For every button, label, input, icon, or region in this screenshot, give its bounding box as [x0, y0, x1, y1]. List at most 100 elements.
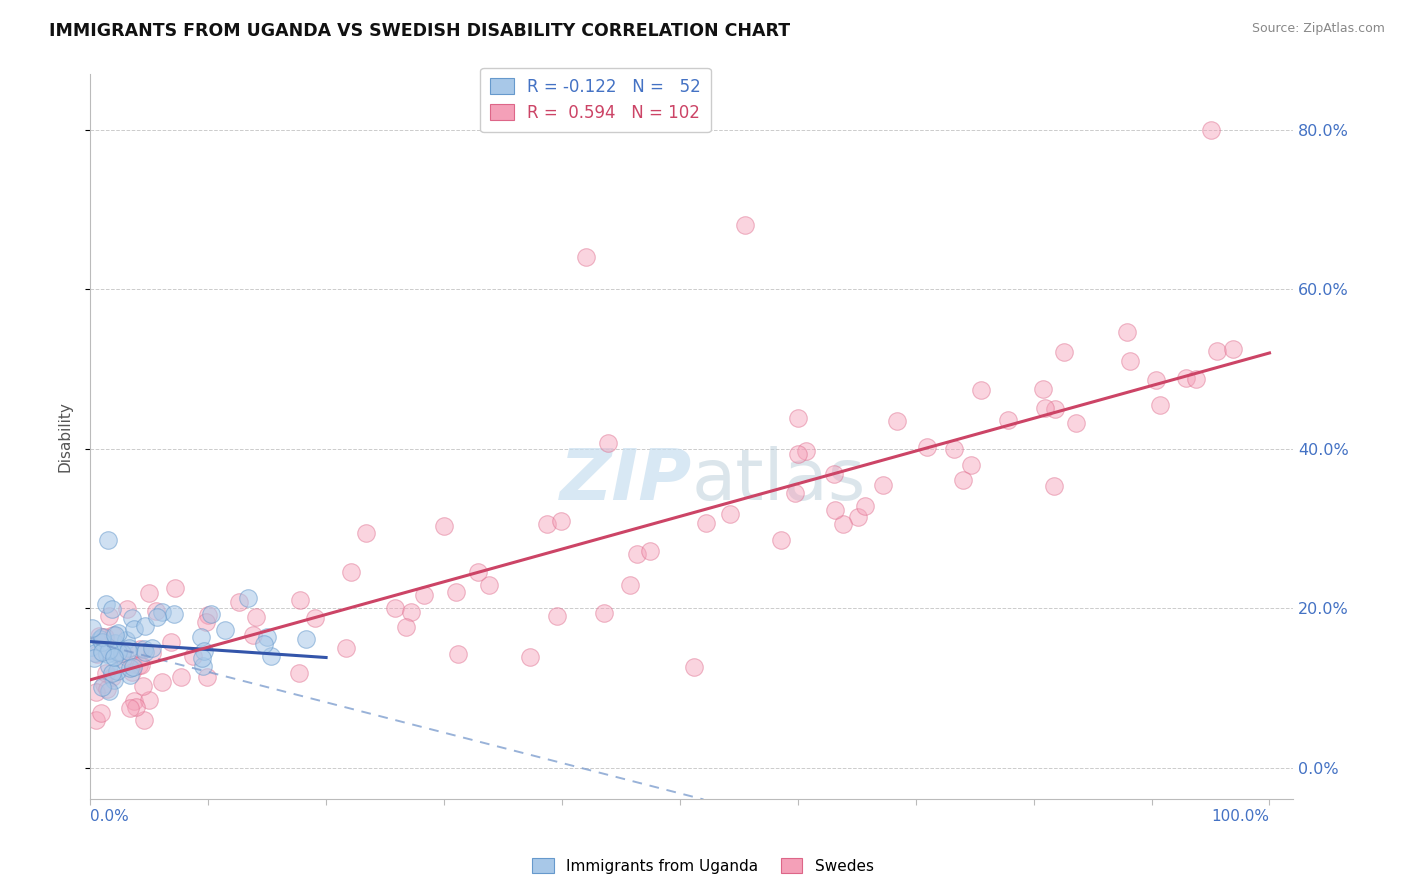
- Point: [111, 646, 134, 660]
- Point: [84, 713, 107, 727]
- Point: [519, 650, 541, 665]
- Point: [128, 642, 150, 657]
- Point: [1144, 374, 1167, 388]
- Point: [94, 597, 117, 611]
- Point: [886, 414, 908, 428]
- Point: [952, 473, 974, 487]
- Point: [111, 652, 134, 666]
- Point: [100, 666, 122, 681]
- Point: [93, 677, 115, 691]
- Point: [1205, 343, 1227, 358]
- Point: [682, 660, 704, 674]
- Point: [1043, 479, 1066, 493]
- Point: [134, 644, 156, 658]
- Point: [786, 411, 808, 425]
- Point: [89, 632, 111, 646]
- Point: [399, 605, 422, 619]
- Text: Source: ZipAtlas.com: Source: ZipAtlas.com: [1251, 22, 1385, 36]
- Point: [872, 478, 894, 492]
- Point: [96, 682, 118, 697]
- Point: [118, 641, 141, 656]
- Point: [97, 533, 120, 548]
- Text: 0.0%: 0.0%: [90, 809, 129, 824]
- Point: [131, 679, 153, 693]
- Point: [170, 670, 193, 684]
- Point: [124, 699, 146, 714]
- Point: [1175, 371, 1198, 385]
- Point: [138, 693, 160, 707]
- Point: [695, 516, 717, 530]
- Point: [1115, 325, 1137, 339]
- Point: [960, 458, 983, 472]
- Point: [194, 615, 217, 629]
- Point: [824, 503, 846, 517]
- Point: [832, 516, 855, 531]
- Point: [122, 694, 145, 708]
- Point: [132, 642, 155, 657]
- Text: atlas: atlas: [692, 446, 866, 515]
- Point: [146, 609, 169, 624]
- Point: [103, 649, 125, 664]
- Point: [785, 485, 807, 500]
- Point: [447, 647, 470, 661]
- Point: [245, 610, 267, 624]
- Point: [915, 440, 938, 454]
- Point: [103, 646, 125, 660]
- Point: [1119, 353, 1142, 368]
- Point: [165, 581, 187, 595]
- Point: [734, 219, 756, 233]
- Point: [260, 648, 283, 663]
- Point: [91, 645, 114, 659]
- Point: [943, 442, 966, 456]
- Point: [193, 644, 215, 658]
- Point: [384, 601, 406, 615]
- Point: [413, 588, 436, 602]
- Point: [83, 651, 105, 665]
- Point: [190, 630, 212, 644]
- Point: [111, 646, 134, 660]
- Point: [129, 657, 152, 672]
- Point: [598, 435, 620, 450]
- Point: [98, 659, 121, 673]
- Point: [101, 670, 124, 684]
- Point: [160, 635, 183, 649]
- Point: [846, 510, 869, 524]
- Point: [290, 593, 312, 607]
- Point: [824, 467, 846, 481]
- Point: [107, 664, 129, 678]
- Point: [118, 701, 141, 715]
- Point: [122, 657, 145, 672]
- Point: [720, 507, 742, 521]
- Point: [107, 645, 129, 659]
- Point: [141, 640, 163, 655]
- Point: [84, 685, 107, 699]
- Point: [997, 413, 1019, 427]
- Text: 100.0%: 100.0%: [1212, 809, 1270, 824]
- Point: [593, 606, 616, 620]
- Point: [288, 665, 311, 680]
- Point: [550, 514, 572, 528]
- Point: [134, 618, 156, 632]
- Point: [638, 544, 661, 558]
- Point: [335, 640, 357, 655]
- Point: [104, 628, 127, 642]
- Point: [1045, 401, 1067, 416]
- Point: [163, 607, 186, 621]
- Point: [228, 595, 250, 609]
- Point: [101, 602, 124, 616]
- Point: [238, 591, 260, 606]
- Point: [97, 683, 120, 698]
- Point: [770, 533, 793, 547]
- Point: [619, 578, 641, 592]
- Point: [256, 631, 278, 645]
- Point: [1149, 398, 1171, 412]
- Point: [121, 610, 143, 624]
- Point: [128, 657, 150, 672]
- Point: [122, 622, 145, 636]
- Point: [103, 673, 125, 687]
- Point: [90, 630, 112, 644]
- Point: [98, 643, 121, 657]
- Point: [796, 444, 818, 458]
- Legend: R = -0.122   N =   52, R =  0.594   N = 102: R = -0.122 N = 52, R = 0.594 N = 102: [481, 68, 710, 132]
- Point: [626, 547, 648, 561]
